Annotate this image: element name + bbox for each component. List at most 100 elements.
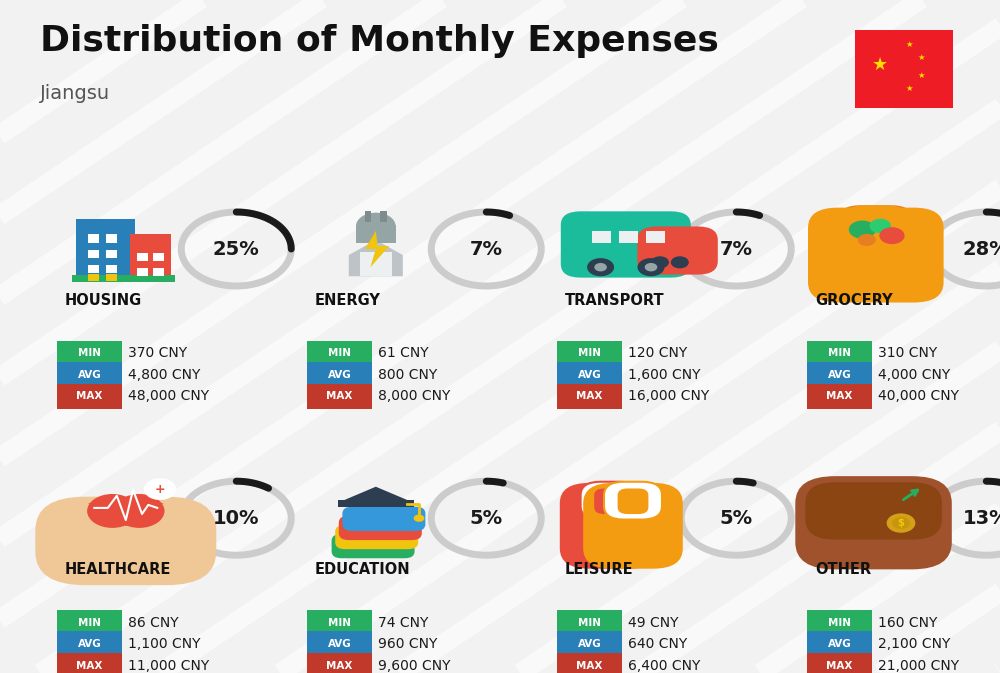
Text: MAX: MAX xyxy=(576,392,603,401)
Text: 960 CNY: 960 CNY xyxy=(378,637,437,651)
FancyBboxPatch shape xyxy=(807,362,872,388)
Polygon shape xyxy=(349,240,403,277)
FancyBboxPatch shape xyxy=(307,610,372,635)
FancyBboxPatch shape xyxy=(339,516,422,540)
FancyBboxPatch shape xyxy=(805,483,942,540)
Text: MAX: MAX xyxy=(576,661,603,670)
FancyBboxPatch shape xyxy=(557,610,622,635)
Text: +: + xyxy=(155,483,165,495)
FancyBboxPatch shape xyxy=(557,384,622,409)
FancyBboxPatch shape xyxy=(57,384,122,409)
Bar xyxy=(72,275,175,283)
Circle shape xyxy=(651,256,669,269)
Text: 5%: 5% xyxy=(470,509,503,528)
FancyBboxPatch shape xyxy=(845,205,907,246)
FancyBboxPatch shape xyxy=(332,534,415,559)
FancyBboxPatch shape xyxy=(307,341,372,366)
Bar xyxy=(106,250,117,258)
Text: 9,600 CNY: 9,600 CNY xyxy=(378,659,450,672)
Text: ★: ★ xyxy=(918,71,925,79)
Text: MIN: MIN xyxy=(828,618,851,627)
Bar xyxy=(88,275,99,281)
Text: EDUCATION: EDUCATION xyxy=(315,562,411,577)
Circle shape xyxy=(879,227,905,244)
FancyBboxPatch shape xyxy=(807,384,872,409)
Text: AVG: AVG xyxy=(828,370,851,380)
Bar xyxy=(137,268,148,277)
Text: AVG: AVG xyxy=(78,639,101,649)
Bar xyxy=(360,252,392,277)
Bar xyxy=(88,234,99,243)
Text: 160 CNY: 160 CNY xyxy=(878,616,937,629)
Bar xyxy=(338,500,414,507)
Text: 4,800 CNY: 4,800 CNY xyxy=(128,368,200,382)
FancyBboxPatch shape xyxy=(583,483,683,569)
Text: 74 CNY: 74 CNY xyxy=(378,616,428,629)
Bar xyxy=(106,234,117,243)
Bar xyxy=(619,231,638,243)
Circle shape xyxy=(87,494,138,528)
Text: 11,000 CNY: 11,000 CNY xyxy=(128,659,209,672)
FancyBboxPatch shape xyxy=(807,631,872,657)
Text: ★: ★ xyxy=(871,56,888,74)
FancyBboxPatch shape xyxy=(342,507,425,531)
FancyBboxPatch shape xyxy=(807,341,872,366)
FancyBboxPatch shape xyxy=(637,226,718,275)
Circle shape xyxy=(638,258,664,277)
Text: 370 CNY: 370 CNY xyxy=(128,347,187,360)
Text: ENERGY: ENERGY xyxy=(315,293,381,308)
FancyBboxPatch shape xyxy=(557,341,622,366)
Text: OTHER: OTHER xyxy=(815,562,871,577)
Text: AVG: AVG xyxy=(578,639,601,649)
Text: 5%: 5% xyxy=(720,509,753,528)
Bar xyxy=(592,231,611,243)
Polygon shape xyxy=(365,231,389,267)
FancyBboxPatch shape xyxy=(840,205,912,244)
Text: MIN: MIN xyxy=(828,349,851,358)
Bar xyxy=(137,252,148,261)
Circle shape xyxy=(356,213,396,240)
Text: 49 CNY: 49 CNY xyxy=(628,616,679,629)
Polygon shape xyxy=(344,487,407,500)
Bar xyxy=(130,234,171,279)
Text: MIN: MIN xyxy=(578,618,601,627)
FancyBboxPatch shape xyxy=(808,207,944,303)
Text: 10%: 10% xyxy=(213,509,260,528)
Bar xyxy=(380,211,387,222)
Text: AVG: AVG xyxy=(578,370,601,380)
Text: Jiangsu: Jiangsu xyxy=(40,84,110,103)
FancyBboxPatch shape xyxy=(35,497,216,585)
FancyBboxPatch shape xyxy=(581,482,639,520)
Bar xyxy=(76,219,135,279)
Text: 25%: 25% xyxy=(213,240,260,258)
Text: 28%: 28% xyxy=(963,240,1000,258)
Text: HOUSING: HOUSING xyxy=(65,293,142,308)
Text: 800 CNY: 800 CNY xyxy=(378,368,437,382)
Text: 8,000 CNY: 8,000 CNY xyxy=(378,390,450,403)
FancyBboxPatch shape xyxy=(855,30,953,108)
Text: TRANSPORT: TRANSPORT xyxy=(565,293,665,308)
Bar xyxy=(88,264,99,273)
Text: 640 CNY: 640 CNY xyxy=(628,637,687,651)
Bar xyxy=(88,250,99,258)
FancyBboxPatch shape xyxy=(557,362,622,388)
Text: ★: ★ xyxy=(905,40,913,48)
Text: GROCERY: GROCERY xyxy=(815,293,893,308)
Text: $: $ xyxy=(898,518,904,528)
Circle shape xyxy=(858,234,876,246)
Text: 4,000 CNY: 4,000 CNY xyxy=(878,368,950,382)
Text: LEISURE: LEISURE xyxy=(565,562,634,577)
Bar xyxy=(646,231,665,243)
Text: HEALTHCARE: HEALTHCARE xyxy=(65,562,171,577)
FancyBboxPatch shape xyxy=(560,483,659,569)
Circle shape xyxy=(144,479,176,500)
Bar xyxy=(365,211,371,222)
FancyBboxPatch shape xyxy=(307,384,372,409)
Circle shape xyxy=(892,517,910,529)
Text: MIN: MIN xyxy=(328,349,351,358)
Bar xyxy=(153,268,164,277)
FancyBboxPatch shape xyxy=(557,653,622,673)
Text: 2,100 CNY: 2,100 CNY xyxy=(878,637,950,651)
Text: MAX: MAX xyxy=(326,661,353,670)
Bar xyxy=(356,225,396,243)
